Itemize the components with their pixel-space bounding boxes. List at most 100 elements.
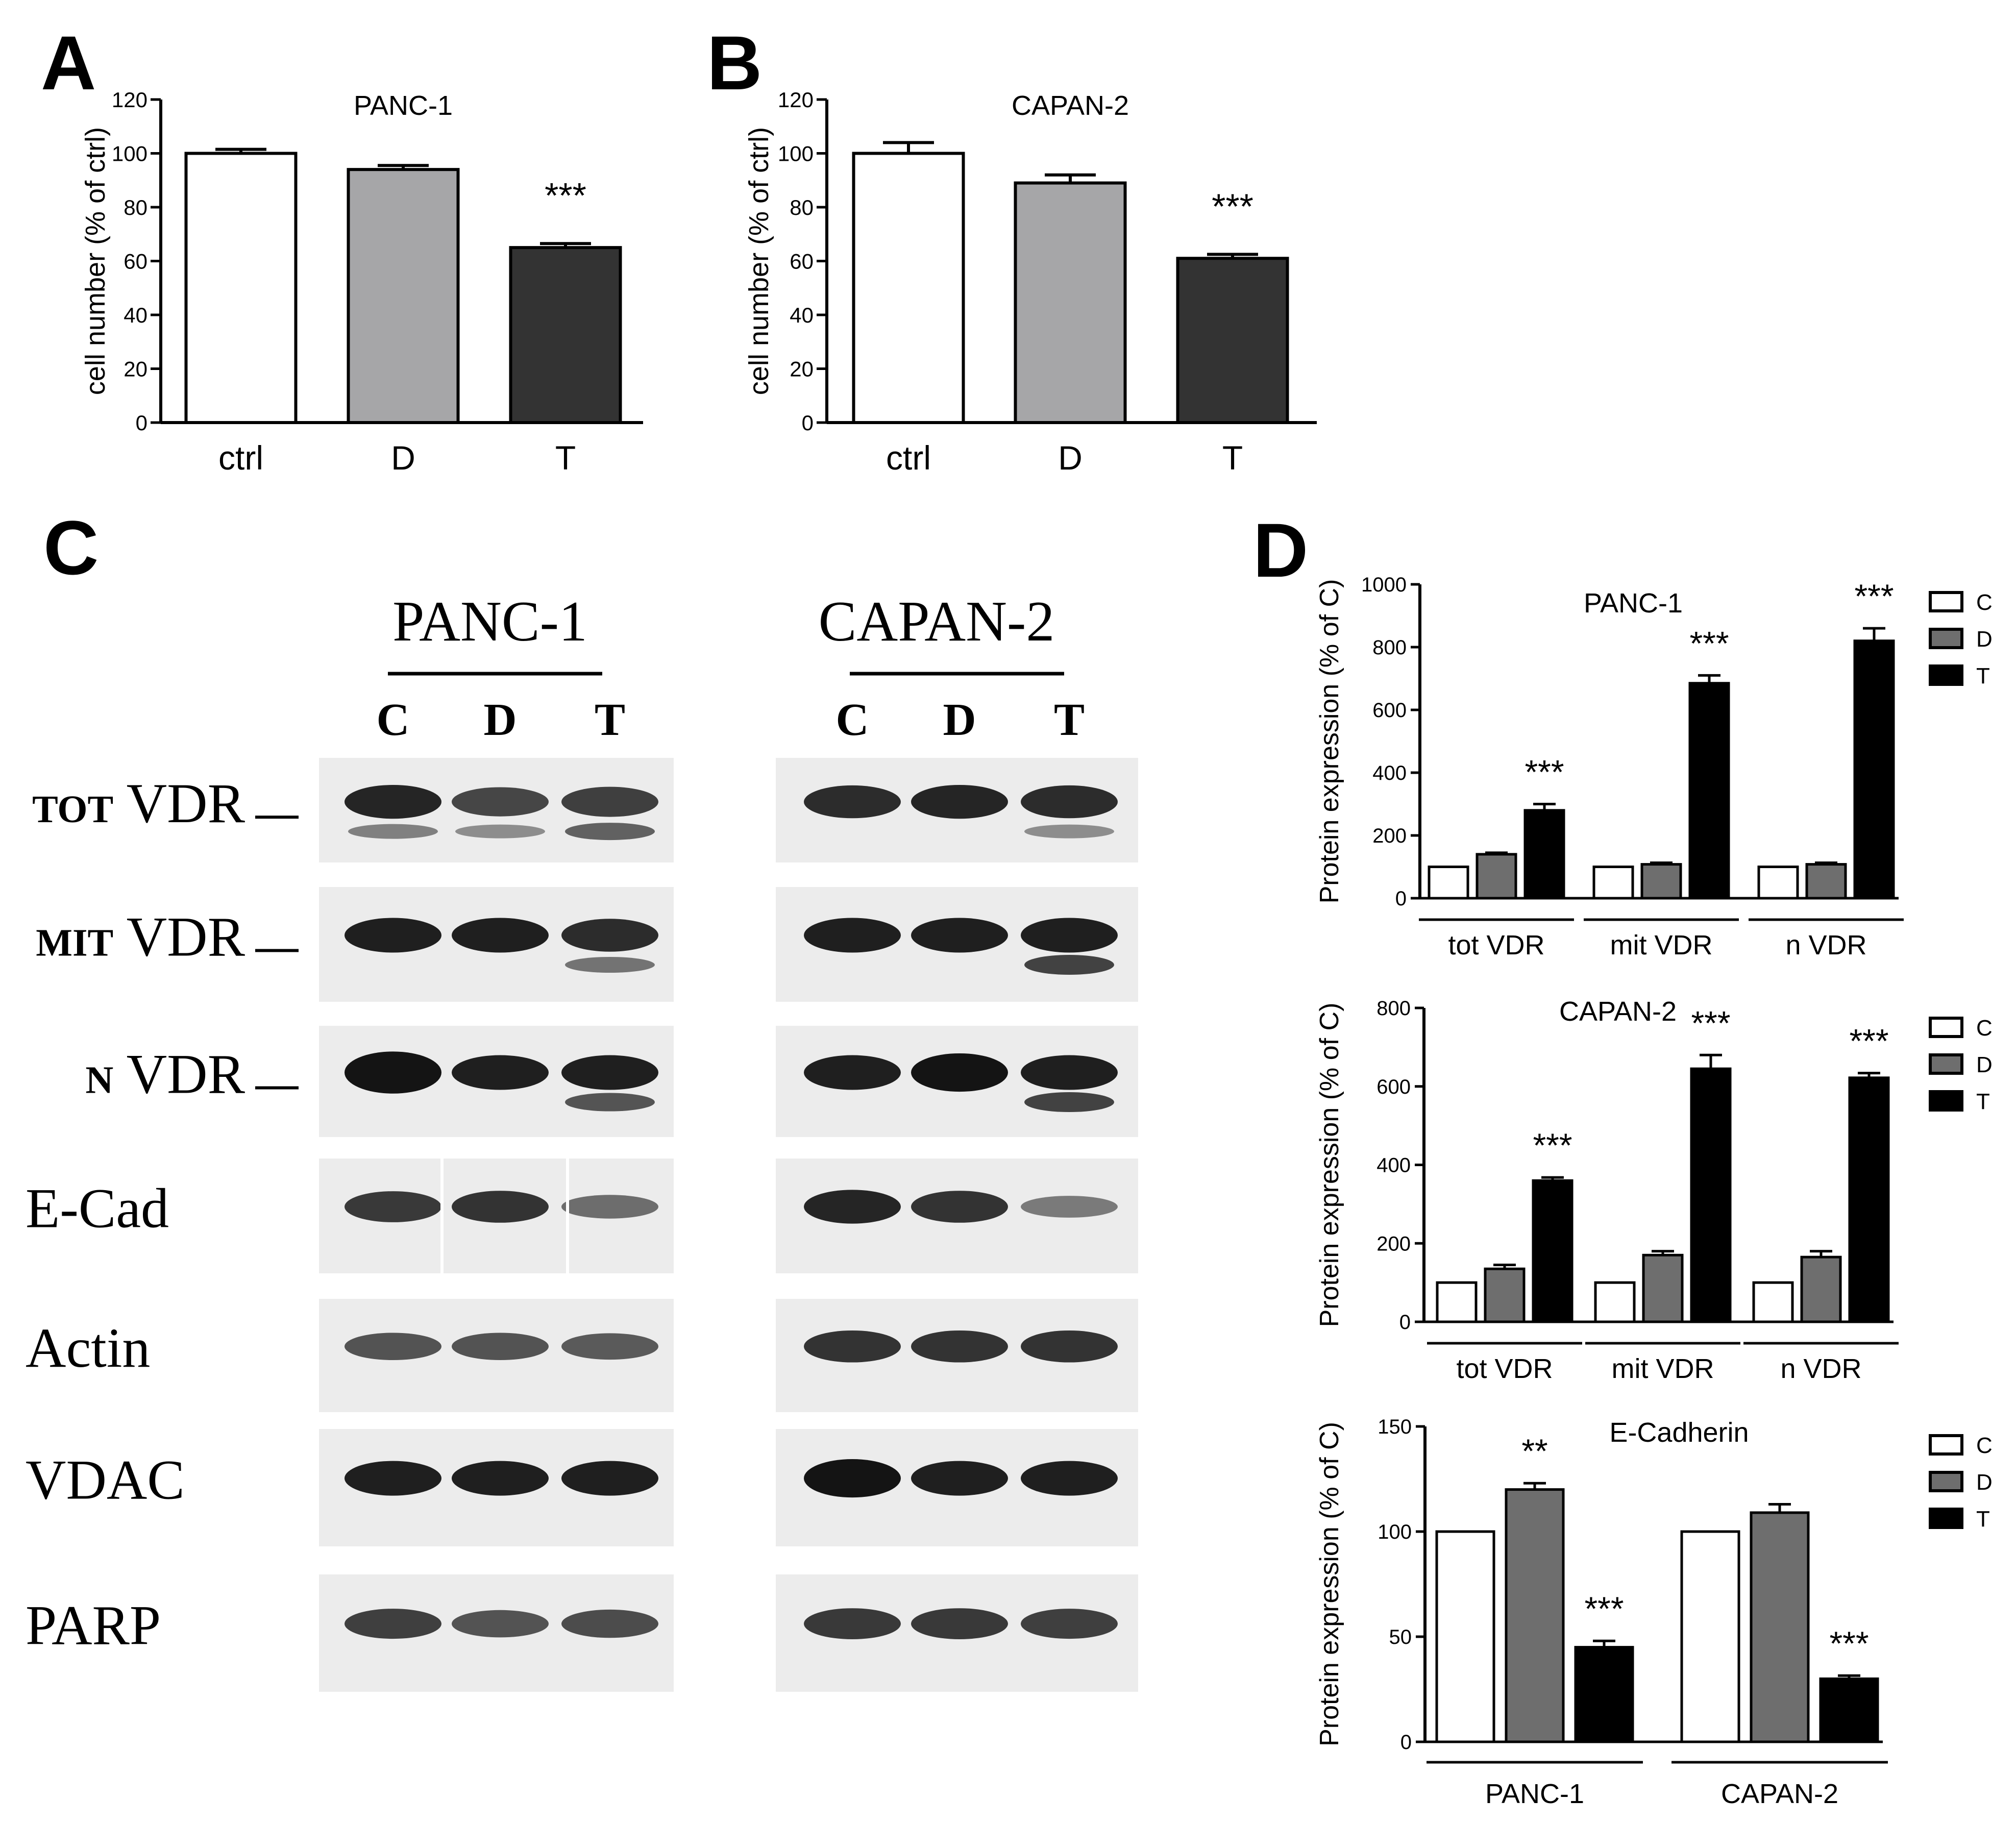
protein-band-lower bbox=[565, 1093, 655, 1112]
protein-band-lower bbox=[565, 957, 655, 973]
protein-band bbox=[452, 1610, 549, 1638]
bar bbox=[1805, 863, 1847, 900]
y-tick-label: 20 bbox=[124, 357, 147, 381]
panel-label-c: C bbox=[43, 505, 99, 590]
panel-label-b: B bbox=[707, 20, 762, 106]
y-axis-label: Protein expression (% of C) bbox=[1315, 579, 1344, 904]
bar bbox=[1014, 181, 1127, 424]
legend-swatch bbox=[1929, 1090, 1963, 1112]
protein-band bbox=[452, 918, 549, 953]
cell-line-header: PANC-1 bbox=[392, 590, 587, 653]
x-tick-label: ctrl bbox=[886, 439, 931, 477]
protein-band bbox=[561, 1609, 658, 1638]
blot-row-label-prefix: TOT bbox=[32, 788, 113, 831]
protein-band bbox=[345, 1609, 441, 1639]
legend-label: D bbox=[1976, 627, 1993, 652]
legend-label: T bbox=[1976, 663, 1990, 688]
legend-label: T bbox=[1976, 1507, 1990, 1532]
protein-band bbox=[804, 1190, 901, 1224]
y-tick-label: 80 bbox=[124, 195, 147, 219]
protein-band bbox=[561, 1333, 658, 1360]
protein-band bbox=[561, 1195, 658, 1219]
chart-d-vdr-panc1: PANC-1 0 200 400 600 800 1000 Protein expressio… bbox=[1315, 574, 1993, 960]
y-tick-label: 40 bbox=[790, 303, 814, 327]
significance-label: *** bbox=[1691, 1004, 1730, 1042]
protein-band bbox=[804, 1330, 901, 1363]
legend-label: C bbox=[1976, 590, 1993, 615]
bar bbox=[1642, 1253, 1684, 1323]
protein-band bbox=[345, 918, 441, 953]
significance-label: *** bbox=[545, 176, 586, 215]
y-tick-label: 800 bbox=[1372, 636, 1407, 659]
significance-label: *** bbox=[1533, 1126, 1572, 1164]
protein-band bbox=[911, 1461, 1008, 1496]
bar bbox=[1800, 1255, 1842, 1323]
protein-band bbox=[561, 1461, 658, 1496]
y-tick-label: 40 bbox=[124, 303, 147, 327]
y-axis-label: Protein expression (% of C) bbox=[1315, 1003, 1344, 1327]
y-axis-label: cell number (% of ctrl) bbox=[744, 127, 774, 395]
legend-swatch bbox=[1929, 1017, 1963, 1038]
bar bbox=[1853, 639, 1895, 900]
y-tick-label: 120 bbox=[778, 88, 814, 112]
protein-band bbox=[345, 1051, 441, 1094]
protein-band bbox=[1021, 1461, 1118, 1496]
protein-band bbox=[1021, 785, 1118, 819]
bar bbox=[1476, 853, 1517, 900]
y-tick-label: 800 bbox=[1376, 997, 1411, 1020]
y-tick-label: 120 bbox=[112, 88, 147, 112]
blot-row-label-main: VDR bbox=[113, 906, 245, 968]
protein-band-lower bbox=[565, 823, 655, 841]
protein-band bbox=[911, 1191, 1008, 1223]
protein-band bbox=[345, 785, 441, 819]
y-tick-label: 200 bbox=[1376, 1233, 1411, 1255]
protein-band bbox=[345, 1191, 441, 1222]
blot-row-label-prefix: N bbox=[85, 1059, 113, 1102]
y-tick-label: 80 bbox=[790, 195, 814, 219]
legend-label: D bbox=[1976, 1052, 1993, 1077]
bar bbox=[1428, 866, 1469, 900]
blot-row-label: TOT VDR bbox=[32, 772, 245, 834]
y-tick-label: 60 bbox=[124, 250, 147, 274]
bar bbox=[1435, 1530, 1495, 1743]
blot-row-label: E-Cad bbox=[26, 1177, 169, 1240]
cell-line-header: CAPAN-2 bbox=[819, 590, 1055, 653]
bar bbox=[1436, 1281, 1478, 1323]
bar bbox=[1848, 1076, 1890, 1323]
blot-row-label: VDAC bbox=[26, 1449, 185, 1511]
x-tick-label: D bbox=[1058, 439, 1083, 477]
protein-band bbox=[1021, 918, 1118, 953]
bar bbox=[509, 246, 622, 424]
protein-band-lower bbox=[455, 824, 545, 839]
bar bbox=[1688, 682, 1730, 900]
lane-label: T bbox=[595, 695, 625, 745]
protein-band bbox=[804, 1459, 901, 1498]
significance-label: *** bbox=[1212, 186, 1253, 226]
bar bbox=[1592, 866, 1634, 900]
x-tick-label: T bbox=[1222, 439, 1243, 477]
legend-label: T bbox=[1976, 1089, 1990, 1114]
y-tick-label: 0 bbox=[1400, 1731, 1412, 1754]
chart-title: PANC-1 bbox=[1584, 588, 1683, 619]
bar bbox=[1594, 1281, 1636, 1323]
y-tick-label: 60 bbox=[790, 250, 814, 274]
y-axis-label: cell number (% of ctrl) bbox=[80, 127, 111, 395]
lane-label: T bbox=[1054, 695, 1085, 745]
legend-swatch bbox=[1929, 591, 1963, 612]
protein-band-lower bbox=[1024, 1092, 1114, 1113]
protein-band bbox=[1021, 1330, 1118, 1363]
chart-d-vdr-capan2: CAPAN-2 0 200 400 600 800 Protein expression (… bbox=[1315, 996, 1993, 1384]
significance-label: *** bbox=[1584, 1590, 1624, 1628]
legend-swatch bbox=[1929, 664, 1963, 686]
y-axis-label: Protein expression (% of C) bbox=[1315, 1422, 1344, 1746]
y-tick-label: 1000 bbox=[1361, 574, 1407, 596]
y-tick-label: 0 bbox=[136, 411, 147, 435]
protein-band bbox=[911, 1330, 1008, 1363]
legend-label: C bbox=[1976, 1016, 1993, 1041]
chart-title: CAPAN-2 bbox=[1012, 90, 1129, 121]
x-tick-label: ctrl bbox=[218, 439, 263, 477]
protein-band bbox=[804, 1055, 901, 1090]
bar bbox=[1532, 1179, 1574, 1323]
